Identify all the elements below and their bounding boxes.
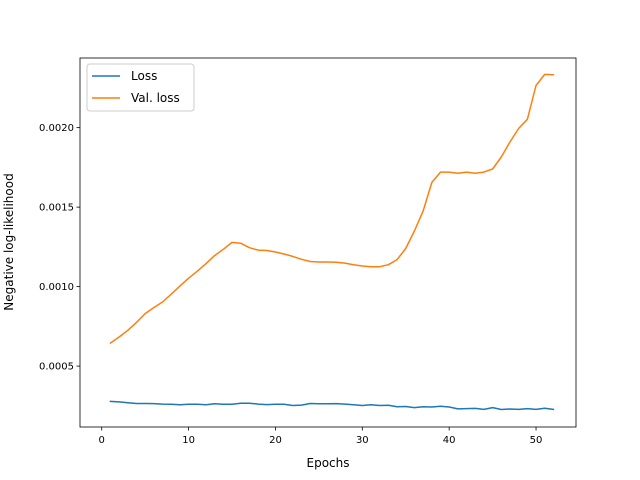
y-tick-label: 0.0010 — [39, 282, 74, 293]
x-tick-label: 50 — [530, 435, 543, 446]
series-lines — [109, 73, 555, 411]
y-tick-label: 0.0020 — [39, 123, 74, 134]
y-axis: 0.0005 0.0010 0.0015 0.0020 — [39, 123, 80, 373]
legend-label: Val. loss — [131, 91, 180, 105]
x-tick-label: 30 — [356, 435, 369, 446]
x-tick-label: 40 — [443, 435, 456, 446]
plot-area — [80, 58, 576, 427]
x-axis-label: Epochs — [307, 456, 350, 470]
y-tick-label: 0.0015 — [39, 203, 74, 214]
x-tick-label: 10 — [182, 435, 195, 446]
series-line-loss — [109, 400, 555, 411]
series-line-val-loss — [109, 73, 555, 345]
x-tick-label: 20 — [269, 435, 282, 446]
y-tick-label: 0.0005 — [39, 362, 74, 373]
plot-frame — [79, 57, 577, 428]
x-axis: 0 10 20 30 40 50 — [99, 427, 543, 446]
legend-label: Loss — [131, 69, 157, 83]
x-tick-label: 0 — [99, 435, 105, 446]
y-axis-label: Negative log-likelihood — [2, 173, 16, 310]
legend: Loss Val. loss — [86, 63, 195, 112]
